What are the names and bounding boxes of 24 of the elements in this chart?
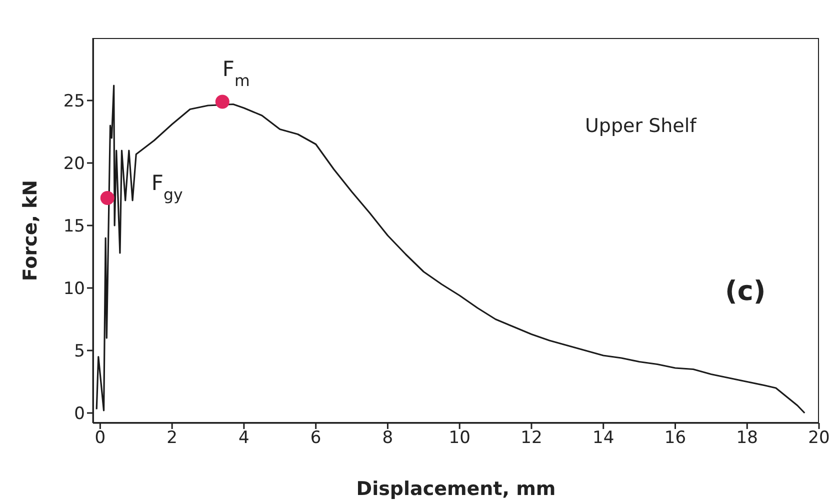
annotation: F$_{m}$ (222, 56, 250, 90)
annotation: (c) (725, 276, 766, 307)
y-tick-label: 15 (63, 216, 85, 237)
line-series (96, 84, 806, 414)
x-tick-label: 16 (664, 428, 686, 448)
x-tick-label: 12 (520, 428, 542, 448)
x-tick-label: 20 (808, 428, 830, 448)
x-axis-title: Displacement, mm (356, 478, 556, 500)
x-tick-label: 6 (310, 428, 322, 448)
x-tick-label: 10 (448, 428, 470, 448)
y-tick-label: 0 (74, 404, 85, 424)
annotation: Upper Shelf (585, 115, 698, 137)
x-tick-label: 8 (382, 428, 394, 448)
y-tick-label: 20 (63, 154, 85, 174)
annotation: F$_{gy}$ (151, 171, 183, 204)
y-tick-label: 10 (63, 279, 85, 300)
x-tick-label: 14 (592, 428, 614, 448)
y-tick-label: 25 (63, 92, 85, 112)
y-tick-label: 5 (74, 342, 85, 362)
x-tick-label: 18 (736, 428, 758, 448)
x-tick-label: 4 (238, 428, 250, 448)
x-tick-label: 2 (166, 428, 178, 448)
y-axis-title: Force, kN (20, 180, 42, 282)
x-tick-label: 0 (94, 428, 106, 448)
